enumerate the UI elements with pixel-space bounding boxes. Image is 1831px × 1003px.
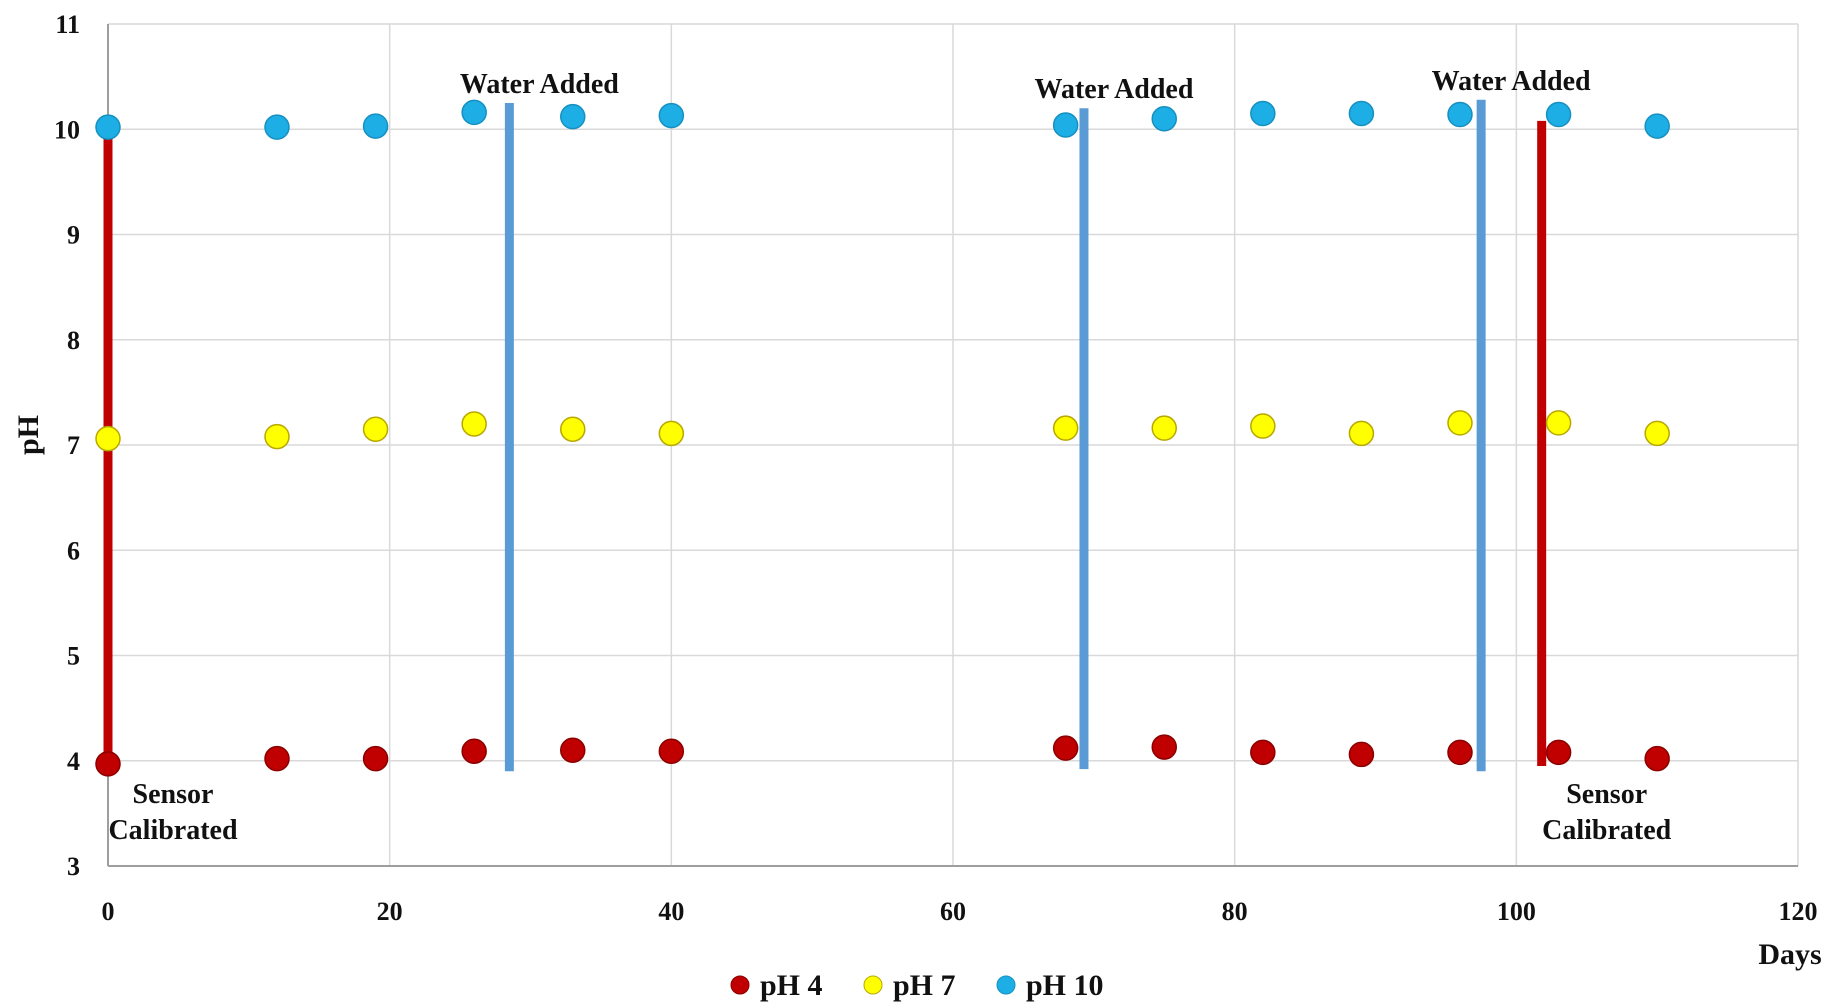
event-annotation: Water Added: [460, 69, 619, 100]
data-point: [1447, 739, 1473, 766]
data-point: [461, 411, 487, 437]
data-point: [658, 102, 685, 129]
x-tick-label: 120: [1779, 897, 1818, 926]
data-point: [95, 114, 121, 140]
data-point: [560, 416, 586, 442]
data-point: [1545, 101, 1572, 128]
data-point: [1151, 734, 1177, 760]
data-point: [1447, 101, 1473, 128]
x-tick-label: 40: [658, 897, 684, 926]
y-tick-label: 9: [67, 221, 80, 250]
x-tick-label: 100: [1497, 897, 1536, 926]
legend-marker: [730, 975, 750, 995]
data-point: [461, 99, 487, 126]
data-point: [1250, 739, 1276, 766]
x-tick-label: 80: [1222, 897, 1248, 926]
data-point: [560, 103, 586, 130]
data-point: [1644, 745, 1670, 772]
legend-label: pH 10: [1026, 969, 1104, 1002]
tick-labels: 3 4 5 6 7 8 9 10 11 0 20 40 60 80 100 120: [54, 10, 1818, 926]
legend-marker: [863, 975, 883, 995]
data-point: [1348, 420, 1375, 447]
data-point: [264, 745, 290, 772]
data-point: [362, 416, 389, 442]
event-annotation: Water Added: [1034, 74, 1193, 105]
legend-label: pH 7: [893, 969, 956, 1002]
y-tick-label: 4: [67, 747, 80, 776]
y-tick-label: 8: [67, 326, 80, 355]
gridlines: [107, 23, 1799, 867]
data-point: [1545, 739, 1572, 766]
data-point: [1644, 420, 1670, 447]
data-point: [1348, 741, 1375, 768]
y-tick-label: 7: [67, 431, 80, 460]
x-tick-label: 60: [940, 897, 966, 926]
data-point: [1052, 112, 1079, 138]
data-point: [362, 113, 389, 139]
data-point: [1447, 410, 1473, 436]
y-tick-label: 6: [67, 536, 80, 565]
data-point: [1151, 105, 1177, 132]
x-tick-label: 0: [102, 897, 115, 926]
event-annotations: Sensor Calibrated Water Added Water Added Wa…: [108, 66, 1671, 846]
data-point: [1151, 415, 1177, 441]
y-tick-label: 10: [54, 115, 80, 144]
x-axis-label: Days: [1758, 938, 1821, 971]
data-point: [461, 738, 487, 765]
event-annotation: Calibrated: [108, 815, 238, 846]
event-annotation: Sensor: [133, 779, 214, 810]
data-point: [1052, 415, 1079, 441]
event-lines: [103, 99, 1547, 772]
y-tick-label: 3: [67, 852, 80, 881]
data-point: [264, 114, 290, 140]
event-annotation: Sensor: [1566, 779, 1647, 810]
data-point: [1545, 410, 1572, 436]
y-axis-label: pH: [12, 415, 45, 455]
data-point: [560, 737, 586, 763]
y-tick-label: 11: [55, 10, 80, 39]
data-point: [95, 751, 121, 777]
data-point: [1250, 413, 1276, 439]
x-tick-label: 20: [377, 897, 403, 926]
legend-label: pH 4: [760, 969, 823, 1002]
data-points: [95, 99, 1670, 777]
data-point: [1348, 100, 1375, 127]
data-point: [658, 738, 685, 765]
data-point: [1644, 113, 1670, 139]
data-point: [1052, 735, 1079, 761]
legend: pH 4 pH 7 pH 10: [730, 969, 1104, 1002]
data-point: [1250, 100, 1276, 127]
y-tick-label: 5: [67, 642, 80, 671]
data-point: [658, 420, 685, 447]
data-point: [362, 745, 389, 772]
data-point: [95, 425, 121, 452]
data-point: [264, 423, 290, 450]
legend-marker: [996, 975, 1016, 995]
event-annotation: Water Added: [1432, 66, 1591, 97]
event-annotation: Calibrated: [1542, 815, 1672, 846]
